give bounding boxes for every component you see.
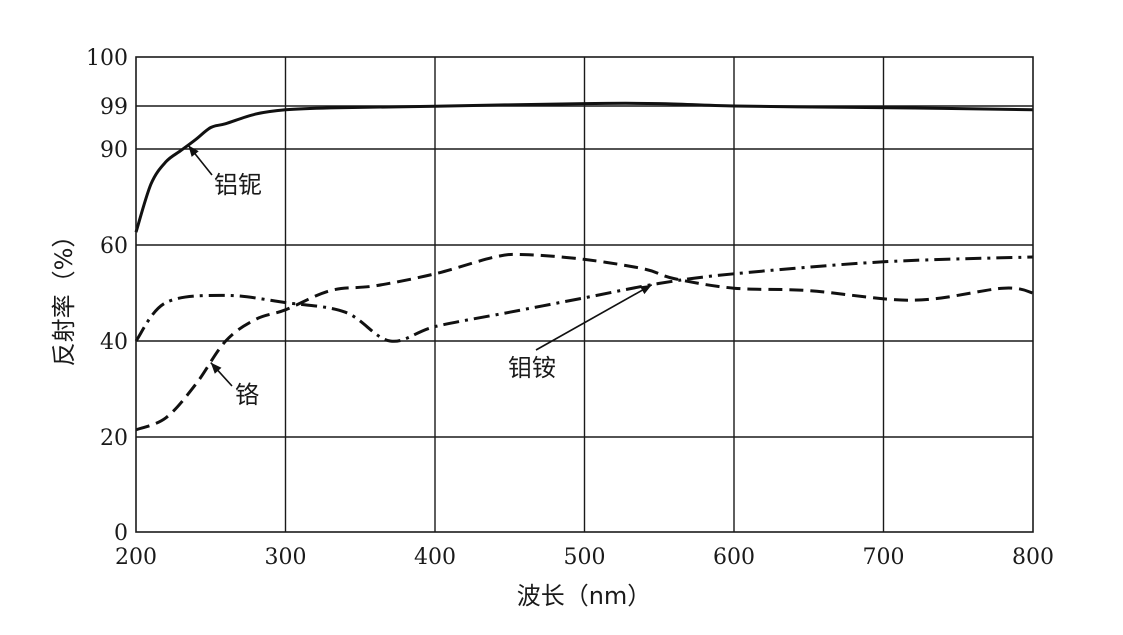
annotation-label-0: 铝铌 xyxy=(214,171,262,199)
y-tick-label-99: 99 xyxy=(100,95,128,120)
y-tick-label-90: 90 xyxy=(100,138,128,163)
y-tick-label-40: 40 xyxy=(100,330,128,355)
tick-labels: 200 300 400 500 600 700 800 0 20 40 60 90 99 100 xyxy=(86,46,1054,570)
x-tick-label-300: 300 xyxy=(265,545,307,570)
annotation-arrowhead-0 xyxy=(188,145,199,157)
annotation-label-1: 铬 xyxy=(235,381,259,409)
x-tick-label-400: 400 xyxy=(414,545,456,570)
series-line-0 xyxy=(134,101,1034,233)
y-tick-label-0: 0 xyxy=(114,521,128,546)
x-tick-label-800: 800 xyxy=(1012,545,1054,570)
annotations: 铝铌铬 钼铵 xyxy=(187,144,653,409)
annotation-arrowhead-1 xyxy=(210,362,222,374)
x-tick-label-500: 500 xyxy=(564,545,606,570)
x-tick-label-700: 700 xyxy=(863,545,905,570)
annotation-arrowhead-2 xyxy=(639,284,652,295)
y-axis-title: 反射率（%） xyxy=(50,224,78,367)
series-line-2 xyxy=(134,255,1034,343)
x-axis-title: 波长（nm） xyxy=(517,582,652,610)
series-line-1 xyxy=(135,252,1034,432)
series-layer xyxy=(134,101,1034,432)
x-tick-label-600: 600 xyxy=(713,545,755,570)
annotation-label-2: 钼铵 xyxy=(508,354,556,382)
y-tick-label-60: 60 xyxy=(100,234,128,259)
x-tick-label-200: 200 xyxy=(115,545,157,570)
annotation-arrow-2 xyxy=(535,284,653,351)
y-tick-label-20: 20 xyxy=(100,426,128,451)
grid xyxy=(136,57,1033,532)
y-tick-label-100: 100 xyxy=(86,46,128,71)
plot-frame xyxy=(135,56,1034,533)
